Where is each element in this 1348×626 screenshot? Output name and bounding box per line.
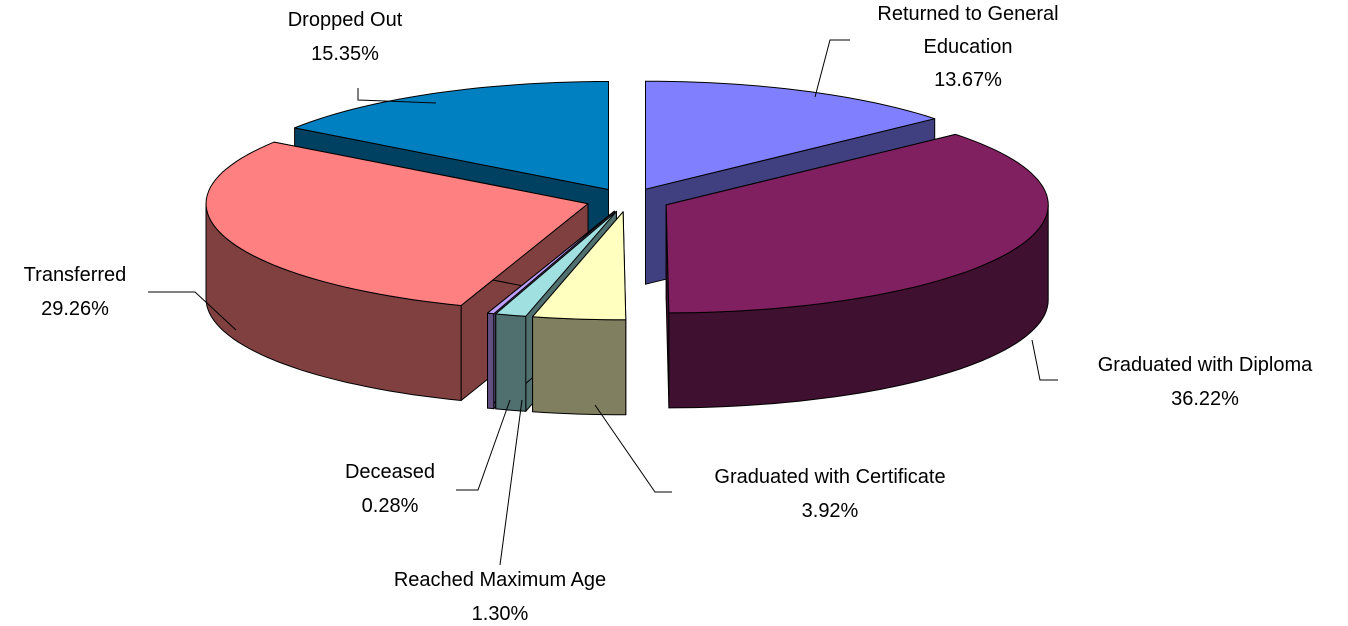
slice-top xyxy=(665,133,1049,314)
category-label: Returned to General Education xyxy=(877,3,1059,58)
category-label: Graduated with Diploma xyxy=(1097,354,1313,376)
category-label: Graduated with Certificate xyxy=(714,466,946,488)
leader-line xyxy=(1031,339,1058,381)
category-label: Dropped Out xyxy=(287,9,403,31)
slice-top xyxy=(294,81,609,190)
slice xyxy=(665,133,1049,409)
leader-line xyxy=(499,399,523,566)
category-label: Reached Maximum Age xyxy=(393,569,607,591)
slice-top xyxy=(645,80,936,190)
value-label: 15.35% xyxy=(311,43,379,65)
leader-line xyxy=(814,39,850,98)
slice-outer-wall xyxy=(495,313,527,412)
slice-outer-wall xyxy=(487,312,495,410)
slice-label: Deceased 0.28% xyxy=(345,455,435,523)
slice-label: Graduated with Certificate 3.92% xyxy=(714,460,945,528)
slice-label: Graduated with Diploma 36.22% xyxy=(1098,348,1313,416)
slice-label: Returned to General Education 13.67% xyxy=(843,0,1093,97)
slice-label: Transferred 29.26% xyxy=(24,258,127,326)
value-label: 36.22% xyxy=(1171,388,1239,410)
category-label: Deceased xyxy=(344,461,436,483)
leader-line xyxy=(594,404,672,493)
leader-line xyxy=(148,291,237,331)
slice-top xyxy=(495,210,617,317)
value-label: 13.67% xyxy=(934,69,1002,91)
slice-label: Dropped Out 15.35% xyxy=(288,3,403,71)
value-label: 3.92% xyxy=(801,500,859,522)
value-label: 0.28% xyxy=(361,495,419,517)
leader-line xyxy=(456,399,511,491)
value-label: 29.26% xyxy=(41,298,109,320)
slice xyxy=(532,211,627,416)
slice-label: Reached Maximum Age 1.30% xyxy=(394,563,606,626)
leader-line xyxy=(357,88,437,104)
slice-top xyxy=(487,210,615,315)
slice-top xyxy=(532,211,627,321)
slice-top xyxy=(205,141,589,306)
value-label: 1.30% xyxy=(471,603,529,625)
slice-outer-wall xyxy=(532,316,627,416)
category-label: Transferred xyxy=(23,264,127,286)
